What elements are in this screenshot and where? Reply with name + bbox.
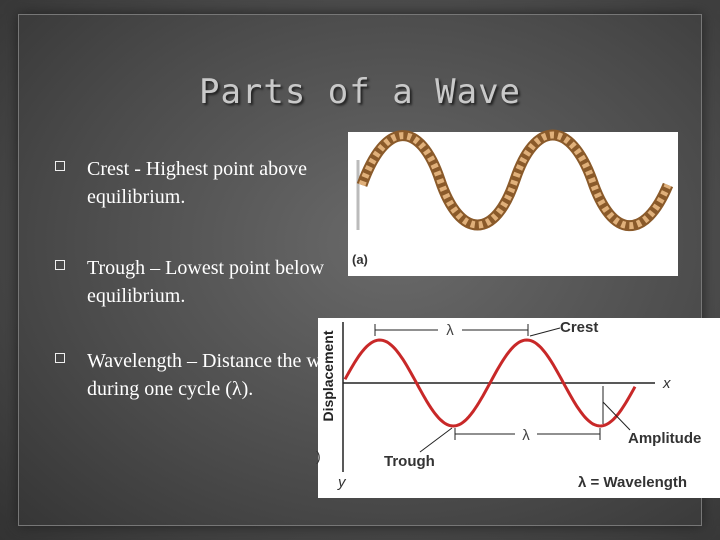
label-bg (515, 426, 537, 442)
bullet-box (55, 353, 65, 363)
slide-title: Parts of a Wave (198, 72, 522, 112)
legend-label: λ = Wavelength (578, 474, 687, 491)
lambda-label: λ (446, 322, 454, 339)
label-bg (438, 322, 462, 338)
bullet-text: Crest - Highest point above equilibrium. (87, 158, 307, 208)
x-label: x (662, 375, 671, 392)
bullet-box (55, 161, 65, 171)
y-axis-label: Displacement (320, 330, 336, 421)
amplitude-label: Amplitude (628, 430, 701, 447)
wave-panel (318, 318, 720, 498)
y-label: y (337, 474, 347, 491)
rope-panel (348, 132, 678, 276)
lambda-label: λ (522, 427, 530, 444)
cut-label: ) (316, 448, 321, 464)
crest-label: Crest (560, 319, 598, 336)
bullet-text: Trough – Lowest point below equilibrium. (87, 257, 325, 307)
rope-label: (a) (352, 252, 368, 267)
frame (18, 14, 702, 526)
wave (343, 338, 637, 428)
trough-label: Trough (384, 453, 435, 470)
rope (356, 129, 674, 232)
bullet-box (55, 260, 65, 270)
